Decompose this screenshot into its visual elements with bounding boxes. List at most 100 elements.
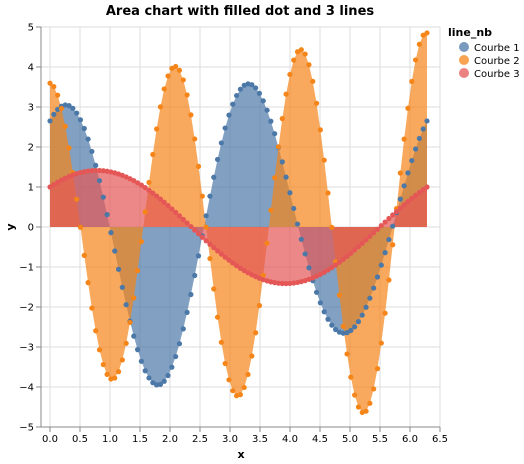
dot-courbe-1: [397, 196, 403, 202]
dot-courbe-3: [142, 185, 148, 191]
dot-courbe-1: [382, 250, 388, 256]
dot-courbe-2: [275, 144, 282, 150]
dot-courbe-3: [131, 178, 137, 184]
dot-courbe-3: [382, 219, 388, 225]
dot-courbe-2: [176, 67, 183, 73]
y-tick-label: −1: [19, 263, 34, 274]
dot-courbe-1: [253, 85, 259, 91]
dot-courbe-3: [222, 254, 228, 260]
dot-courbe-3: [291, 280, 297, 286]
dot-courbe-3: [89, 168, 95, 174]
dot-courbe-2: [294, 49, 301, 55]
dot-courbe-1: [256, 90, 263, 96]
dot-courbe-1: [409, 157, 415, 164]
dot-courbe-1: [374, 274, 381, 280]
dot-courbe-2: [93, 328, 99, 334]
dot-courbe-3: [195, 231, 202, 237]
dot-courbe-3: [165, 202, 171, 209]
y-tick-label: 2: [28, 143, 34, 154]
dot-courbe-2: [310, 78, 316, 84]
dot-courbe-3: [409, 195, 415, 201]
legend-title: line_nb: [448, 26, 492, 39]
dot-courbe-2: [344, 351, 350, 357]
dot-courbe-1: [96, 178, 103, 184]
dot-courbe-2: [374, 366, 381, 372]
dot-courbe-3: [374, 226, 381, 232]
x-tick-label: 4.5: [312, 434, 328, 445]
dot-courbe-1: [51, 111, 57, 117]
dot-courbe-3: [416, 189, 422, 195]
dot-courbe-3: [207, 241, 213, 247]
x-tick-label: 6.0: [402, 434, 418, 445]
dot-courbe-2: [256, 302, 263, 309]
dot-courbe-1: [325, 316, 331, 322]
dot-courbe-3: [279, 280, 285, 287]
dot-courbe-3: [146, 187, 152, 193]
dot-courbe-3: [412, 192, 419, 198]
dot-courbe-2: [382, 310, 388, 316]
dot-courbe-2: [283, 91, 289, 97]
y-axis-label: y: [4, 223, 17, 230]
dot-courbe-3: [180, 216, 186, 222]
dot-courbe-1: [272, 131, 278, 137]
dot-courbe-1: [154, 382, 160, 388]
dot-courbe-2: [416, 41, 422, 47]
dot-courbe-2: [268, 207, 274, 213]
y-tick-label: −3: [19, 343, 34, 354]
dot-courbe-2: [154, 126, 160, 132]
dot-courbe-2: [226, 377, 232, 383]
dot-courbe-3: [173, 209, 179, 215]
dot-courbe-3: [199, 234, 205, 240]
dot-courbe-2: [138, 238, 144, 245]
dot-courbe-1: [169, 364, 175, 370]
dot-courbe-1: [195, 253, 202, 259]
dot-courbe-3: [371, 230, 377, 236]
dot-courbe-3: [184, 220, 190, 226]
dot-courbe-3: [211, 245, 217, 251]
dot-courbe-1: [108, 230, 114, 236]
dot-courbe-1: [226, 112, 232, 118]
dot-courbe-3: [233, 263, 240, 269]
dot-courbe-3: [390, 212, 396, 218]
dot-courbe-1: [321, 309, 327, 315]
legend-swatch: [459, 68, 469, 78]
dot-courbe-2: [367, 400, 373, 406]
dot-courbe-2: [58, 105, 65, 112]
dot-courbe-2: [62, 123, 68, 129]
dot-courbe-1: [70, 105, 76, 111]
dot-courbe-3: [332, 262, 339, 268]
dot-courbe-1: [332, 326, 339, 333]
dot-courbe-2: [51, 84, 57, 90]
dot-courbe-2: [115, 369, 122, 375]
x-tick-label: 1.0: [102, 434, 118, 445]
dot-courbe-2: [100, 361, 106, 368]
dot-courbe-1: [184, 309, 190, 315]
dot-courbe-2: [279, 116, 285, 122]
dot-courbe-3: [272, 280, 278, 286]
dot-courbe-2: [207, 255, 213, 262]
dot-courbe-3: [96, 167, 103, 174]
dot-courbe-1: [188, 291, 194, 298]
dot-courbe-3: [405, 198, 411, 205]
area-courbe-2: [50, 32, 427, 413]
dot-courbe-3: [359, 240, 365, 246]
dot-courbe-3: [161, 199, 167, 205]
dot-courbe-2: [420, 32, 426, 38]
dot-courbe-3: [378, 223, 384, 229]
dot-courbe-1: [157, 381, 164, 387]
dot-courbe-3: [424, 184, 430, 190]
dot-courbe-2: [173, 63, 179, 70]
dot-courbe-2: [317, 127, 323, 133]
dot-courbe-1: [416, 135, 422, 142]
dot-courbe-1: [329, 322, 335, 328]
dot-courbe-2: [397, 170, 403, 176]
dot-courbe-2: [245, 371, 251, 378]
dot-courbe-2: [55, 92, 61, 98]
dot-courbe-2: [298, 47, 304, 53]
x-tick-label: 5.5: [372, 434, 388, 445]
dot-courbe-2: [386, 277, 392, 283]
dot-courbe-1: [138, 358, 144, 364]
dot-courbe-2: [230, 388, 236, 394]
dot-courbe-1: [412, 146, 419, 152]
chart-title: Area chart with filled dot and 3 lines: [106, 4, 375, 19]
